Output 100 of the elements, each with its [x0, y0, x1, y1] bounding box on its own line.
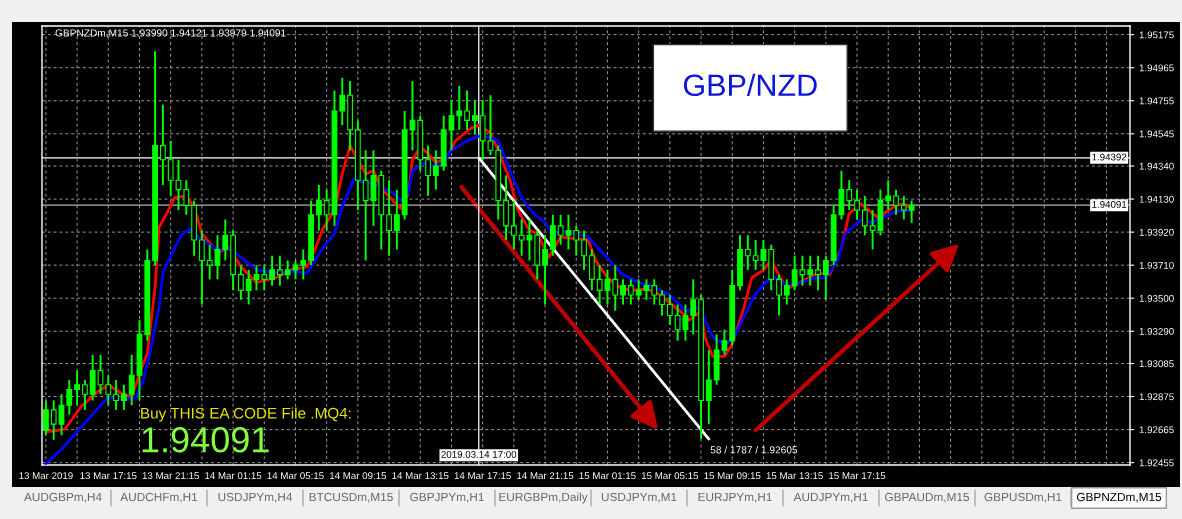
y-tick-label: 1.92665 — [1139, 426, 1174, 434]
candlestick — [861, 194, 868, 237]
candlestick — [82, 379, 88, 411]
candlestick — [854, 188, 860, 221]
candlestick — [510, 199, 517, 251]
annotation: 58 / 1787 / 1.92605 — [710, 445, 798, 454]
candlestick — [744, 234, 751, 271]
text: BTCUSDm,M15 — [309, 492, 393, 503]
x-tick-label: 14 Mar 01:15 — [205, 472, 262, 480]
candlestick — [542, 234, 548, 306]
y-tick-label: 1.93290 — [1139, 327, 1174, 335]
candlestick — [900, 194, 907, 221]
text: GBPJPYm,H1 — [410, 492, 484, 503]
x-tick-label: 14 Mar 05:15 — [267, 472, 324, 480]
candlestick — [120, 383, 127, 411]
candlestick — [222, 218, 229, 262]
candlestick — [846, 179, 853, 212]
x-tick-label: 15 Mar 13:15 — [766, 472, 823, 480]
candlestick — [815, 254, 821, 292]
candlestick — [783, 278, 790, 306]
candlestick — [464, 89, 470, 131]
y-tick-label: 1.93500 — [1139, 294, 1174, 302]
text: AUDGBPm,H4 — [23, 492, 102, 503]
x-tick-label: 13 Mar 21:15 — [142, 472, 199, 480]
text: GBPNZDm,M15 — [1076, 492, 1162, 503]
candlestick — [807, 254, 814, 287]
candlestick — [581, 229, 587, 271]
candlestick — [432, 149, 439, 191]
candlestick — [66, 379, 73, 416]
y-tick-label: 1.94340 — [1139, 162, 1174, 170]
candlestick — [666, 294, 673, 326]
x-tick-label: 15 Mar 01:15 — [579, 472, 636, 480]
candlestick — [705, 349, 712, 426]
candlestick — [128, 353, 135, 407]
y-tick-label: 1.93710 — [1139, 261, 1174, 269]
x-tick-label: 14 Mar 09:15 — [329, 472, 387, 480]
x-tick-label: 13 Mar 17:15 — [80, 472, 137, 480]
text: GBPAUDm,M15 — [885, 492, 970, 503]
text: AUDJPYm,H1 — [793, 492, 868, 503]
text: USDJPYm,M1 — [601, 492, 677, 503]
text: EURGBPm,Daily — [499, 492, 588, 504]
candlestick — [908, 199, 915, 224]
y-tick-label: 1.94130 — [1139, 195, 1174, 203]
y-tick-label: 1.93920 — [1139, 228, 1174, 236]
candlestick — [276, 254, 283, 287]
candlestick — [690, 278, 697, 336]
candlestick — [43, 399, 49, 437]
annotation: 1.94091 — [142, 427, 269, 453]
x-tick-label: 14 Mar 21:15 — [517, 472, 574, 480]
annotation: GBP/NZD — [683, 73, 817, 97]
candlestick — [386, 179, 392, 257]
y-tick-label: 1.92875 — [1139, 393, 1174, 401]
candlestick — [627, 278, 634, 306]
ref-line-label: 1.94392 — [1092, 153, 1127, 161]
candlestick — [315, 183, 322, 232]
x-tick-label: 15 Mar 05:15 — [641, 472, 699, 480]
candlestick — [573, 224, 580, 257]
candlestick — [612, 264, 619, 312]
x-tick-label: 15 Mar 09:15 — [704, 472, 761, 480]
candlestick — [261, 264, 268, 292]
y-tick-label: 1.92455 — [1139, 459, 1174, 467]
x-tick-label: 13 Mar 2019 — [19, 472, 73, 480]
candlestick — [74, 369, 80, 407]
candlestick — [822, 254, 829, 301]
candlestick — [300, 248, 307, 281]
y-tick-label: 1.93085 — [1139, 360, 1174, 368]
candlestick — [105, 374, 112, 407]
candlestick — [50, 399, 57, 441]
ref-line-label: 1.94091 — [1092, 200, 1127, 208]
candlestick — [339, 76, 346, 127]
candlestick — [237, 264, 244, 301]
annotation: Buy THIS EA CODE File .MQ4: — [141, 407, 351, 422]
text: USDJPYm,H4 — [218, 492, 293, 503]
chart-title: GBPNZDm,M15 1.93990 1.94121 1.93979 1.94091 — [55, 29, 286, 38]
candlestick — [651, 278, 658, 306]
candlestick — [776, 273, 782, 317]
candlestick — [885, 179, 892, 212]
ref-line-label: 2019.03.14 17:00 — [441, 450, 517, 458]
y-tick-label: 1.94755 — [1139, 97, 1174, 105]
x-tick-label: 15 Mar 17:15 — [829, 472, 886, 480]
text: GBPUSDm,H1 — [984, 492, 1062, 503]
candlestick — [113, 379, 119, 411]
candlestick — [198, 229, 205, 306]
x-tick-label: 14 Mar 13:15 — [392, 472, 449, 480]
candlestick — [620, 278, 626, 306]
candlestick — [183, 179, 190, 216]
y-tick-label: 1.95175 — [1139, 31, 1174, 39]
candlestick — [159, 103, 166, 186]
candlestick — [269, 254, 275, 287]
candlestick — [393, 188, 400, 251]
y-tick-label: 1.94965 — [1139, 64, 1174, 72]
candlestick — [456, 84, 463, 131]
text: AUDCHFm,H1 — [120, 492, 198, 503]
candlestick — [659, 289, 665, 317]
candlestick — [893, 188, 899, 216]
y-tick-label: 1.94545 — [1139, 130, 1174, 138]
candlestick — [549, 213, 556, 257]
candlestick — [471, 98, 478, 136]
candlestick — [588, 248, 595, 292]
text: EURJPYm,H1 — [698, 492, 772, 503]
